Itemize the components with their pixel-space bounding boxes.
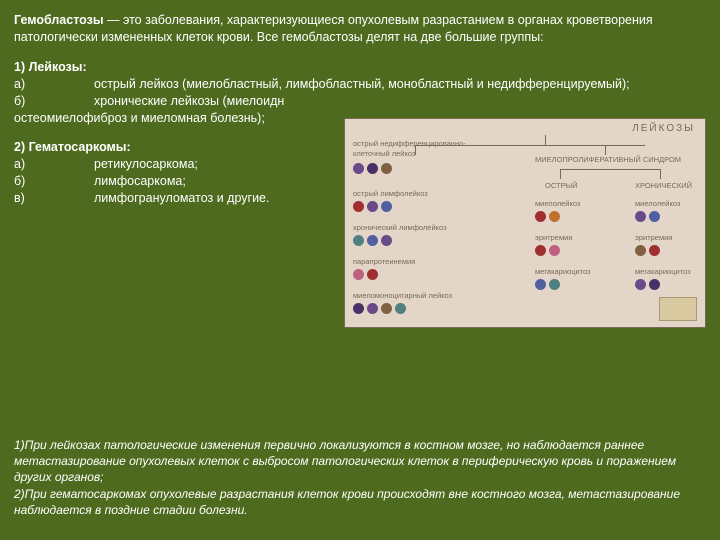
diagram-photo	[659, 297, 697, 321]
footnotes: 1)При лейкозах патологические изменения …	[14, 437, 706, 518]
text-2a: ретикулосаркома;	[94, 156, 198, 173]
dg-l-r4: парапротеинемия	[353, 257, 415, 266]
dg-l-r5: миеломоноцитарный лейкоз	[353, 291, 452, 300]
section-leukozy: 1) Лейкозы: а) острый лейкоз (миелобласт…	[14, 60, 706, 127]
dg-sub1: ОСТРЫЙ	[545, 181, 578, 190]
dg-right-head: МИЕЛОПРОЛИФЕРАТИВНЫЙ СИНДРОМ	[535, 155, 681, 164]
dg-r3b: мегакариоцитоз	[635, 267, 691, 276]
letter-a2: а)	[14, 156, 94, 173]
classification-diagram: ЛЕЙКОЗЫ острый недифференцированно- клет…	[344, 118, 706, 328]
text-2v: лимфогрануломатоз и другие.	[94, 190, 269, 207]
dg-l-r3: хронический лимфолейкоз	[353, 223, 447, 232]
text-1a: острый лейкоз (миелобластный, лимфобласт…	[94, 76, 630, 93]
dg-r2b: эритремия	[635, 233, 672, 242]
dg-r1b: миелолейкоз	[635, 199, 680, 208]
letter-b: б)	[14, 93, 94, 110]
dg-left-h2: клеточный лейкоз	[353, 149, 415, 158]
dg-left-h1: острый недифференцированно-	[353, 139, 466, 148]
text-1b: хронические лейкозы (миелоидн	[94, 93, 284, 110]
dg-r3a: мегакариоцитоз	[535, 267, 591, 276]
footnote-2: 2)При гематосаркомах опухолевые разраста…	[14, 486, 706, 518]
dg-r1a: миелолейкоз	[535, 199, 580, 208]
item-1b: б) хронические лейкозы (миелоидн	[14, 93, 706, 110]
intro-paragraph: Гемобластозы — это заболевания, характер…	[14, 12, 706, 46]
term: Гемобластозы	[14, 13, 104, 27]
item-1a: а) острый лейкоз (миелобластный, лимфобл…	[14, 76, 706, 93]
letter-b2: б)	[14, 173, 94, 190]
dg-l-r2: острый лимфолейкоз	[353, 189, 428, 198]
dg-r2a: эритремия	[535, 233, 572, 242]
footnote-1: 1)При лейкозах патологические изменения …	[14, 437, 706, 486]
section1-head: 1) Лейкозы:	[14, 60, 706, 74]
intro-text: — это заболевания, характеризующиеся опу…	[14, 13, 653, 44]
letter-v: в)	[14, 190, 94, 207]
dg-sub2: ХРОНИЧЕСКИЙ	[635, 181, 692, 190]
text-2b: лимфосаркома;	[94, 173, 186, 190]
letter-a: а)	[14, 76, 94, 93]
diagram-title: ЛЕЙКОЗЫ	[632, 123, 695, 134]
